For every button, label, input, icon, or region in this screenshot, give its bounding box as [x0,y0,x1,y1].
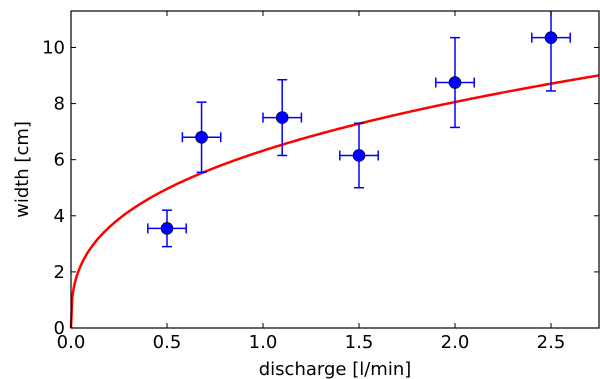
plot-frame [70,10,600,329]
x-tick-label: 2.0 [441,332,470,353]
y-tick-label: 8 [54,94,65,115]
data-point-4 [339,122,379,189]
y-tick-label: 0 [54,318,65,339]
data-point-5 [435,36,475,129]
y-axis-label: width [cm] [12,121,33,218]
data-point-6 [531,11,571,92]
data-point-1 [147,209,187,248]
data-marker [275,111,289,124]
data-marker [195,130,208,144]
fit-curve [69,74,600,329]
data-point-3 [262,78,303,157]
y-axis-ticks: 0 2 4 6 8 10 [42,37,599,339]
x-tick-label: 2.5 [537,332,566,353]
y-tick-label: 6 [54,150,65,171]
data-point-2 [181,101,222,174]
x-axis-label: discharge [l/min] [259,359,412,379]
x-axis-ticks: 0.0 0.5 1.0 1.5 2.0 2.5 [57,11,566,353]
data-marker [544,31,558,44]
y-tick-label: 4 [54,206,65,227]
x-tick-label: 1.0 [249,332,278,353]
data-marker [352,149,366,162]
x-tick-label: 0.5 [153,332,182,353]
y-tick-label: 10 [42,37,65,58]
x-tick-label: 1.5 [345,332,374,353]
y-tick-label: 2 [54,262,65,283]
data-points-layer [147,11,571,248]
fit-curve-layer [69,74,600,329]
data-marker [448,76,462,89]
data-marker [160,222,174,235]
x-tick-label: 0.0 [57,332,86,353]
